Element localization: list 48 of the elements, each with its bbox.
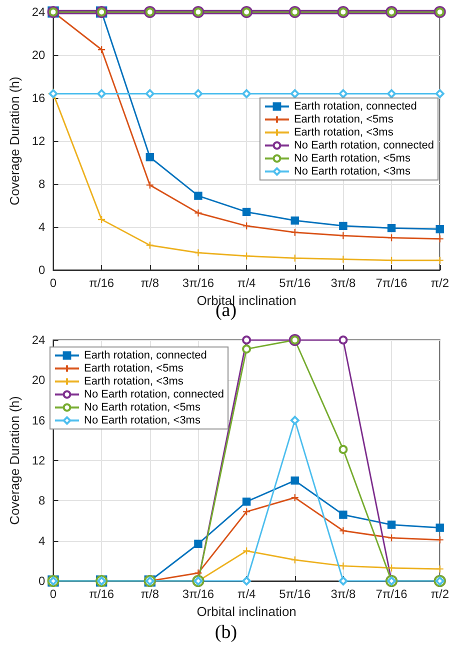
x-tick-label: 7π/16 bbox=[376, 587, 408, 601]
x-tick-label: π/2 bbox=[430, 276, 450, 290]
x-tick-label: π/4 bbox=[237, 276, 256, 290]
legend-label: Earth rotation, <3ms bbox=[294, 126, 394, 138]
legend-label: No Earth rotation, <5ms bbox=[294, 152, 411, 164]
y-tick-label: 24 bbox=[32, 5, 46, 19]
legend-label: Earth rotation, <3ms bbox=[84, 376, 184, 388]
legend-label: No Earth rotation, <3ms bbox=[84, 414, 201, 426]
x-tick-label: 7π/16 bbox=[376, 276, 408, 290]
legend-label: No Earth rotation, <3ms bbox=[294, 166, 411, 178]
text: (b) bbox=[214, 622, 238, 643]
legend-label: No Earth rotation, <5ms bbox=[84, 402, 201, 414]
x-tick-label: π/16 bbox=[89, 276, 114, 290]
y-axis-title: Coverage Duration (h) bbox=[7, 76, 22, 206]
x-tick-label: 3π/8 bbox=[330, 587, 356, 601]
y-tick-label: 24 bbox=[32, 333, 46, 347]
x-axis-title: Orbital inclination bbox=[196, 604, 296, 619]
y-tick-label: 8 bbox=[38, 494, 46, 508]
y-tick-label: 16 bbox=[32, 91, 46, 105]
y-tick-label: 20 bbox=[32, 373, 46, 388]
legend-label: No Earth rotation, connected bbox=[84, 388, 224, 400]
y-tick-label: 16 bbox=[32, 413, 46, 428]
y-tick-label: 12 bbox=[32, 134, 46, 148]
legend-label: Earth rotation, connected bbox=[294, 100, 417, 112]
y-tick-label: 0 bbox=[38, 574, 46, 588]
y-tick-label: 0 bbox=[38, 263, 46, 277]
x-tick-label: 3π/8 bbox=[330, 276, 356, 290]
x-tick-label: π/2 bbox=[430, 587, 450, 601]
x-tick-label: 3π/16 bbox=[182, 587, 214, 601]
legend-label: Earth rotation, <5ms bbox=[84, 362, 184, 374]
y-tick-label: 4 bbox=[38, 534, 46, 548]
x-tick-label: π/16 bbox=[89, 587, 114, 601]
x-tick-label: π/8 bbox=[140, 587, 160, 601]
legend-label: Earth rotation, <5ms bbox=[294, 114, 394, 126]
x-tick-label: π/4 bbox=[237, 587, 256, 601]
x-tick-label: 0 bbox=[50, 587, 57, 601]
x-tick-label: 5π/16 bbox=[279, 587, 312, 601]
y-tick-label: 8 bbox=[38, 177, 46, 191]
y-axis-title: Coverage Duration (h) bbox=[7, 396, 22, 525]
y-tick-label: 4 bbox=[38, 220, 46, 234]
x-tick-label: π/8 bbox=[140, 276, 160, 290]
y-tick-label: 12 bbox=[32, 454, 46, 468]
x-tick-label: 5π/16 bbox=[279, 276, 312, 290]
x-tick-label: 0 bbox=[50, 276, 57, 290]
y-tick-label: 20 bbox=[32, 48, 46, 62]
legend-label: No Earth rotation, connected bbox=[294, 140, 434, 152]
legend-label: Earth rotation, connected bbox=[84, 350, 207, 362]
x-tick-label: 3π/16 bbox=[182, 276, 214, 290]
